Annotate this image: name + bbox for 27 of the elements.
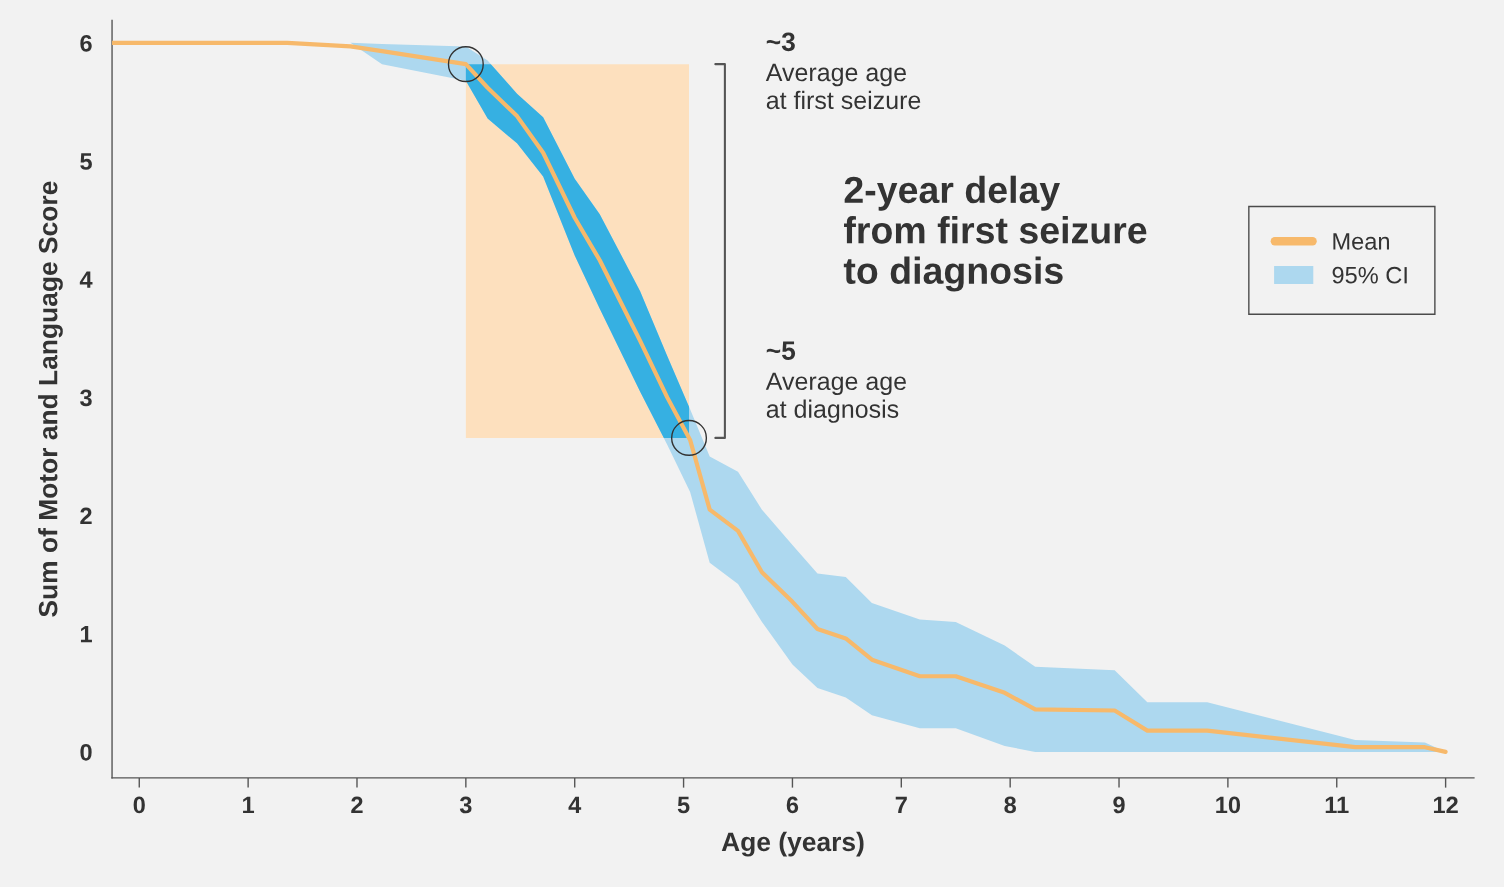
- x-tick-label: 9: [1113, 796, 1125, 814]
- y-tick-label: 0: [80, 743, 92, 761]
- y-axis-title: Sum of Motor and Language Score: [38, 181, 63, 617]
- y-tick-label: 4: [79, 271, 93, 288]
- y-tick-label: 3: [80, 389, 92, 407]
- x-tick-label: 7: [895, 796, 907, 814]
- x-tick-label: 2: [351, 796, 363, 814]
- x-tick-label: 1: [243, 796, 255, 814]
- x-tick-label: 10: [1216, 796, 1241, 814]
- x-tick-label: 5: [677, 796, 690, 814]
- annotation: ~3 Average age at first seizure: [765, 32, 921, 110]
- x-tick-label: 0: [133, 796, 145, 814]
- y-tick-label: 6: [80, 34, 92, 52]
- y-tick-label: 5: [80, 153, 92, 170]
- legend-label: Mean: [1333, 233, 1390, 250]
- x-tick-label: 8: [1004, 796, 1017, 814]
- x-axis-title: Age (years): [721, 831, 864, 857]
- legend-label: 95% CI: [1332, 266, 1407, 284]
- x-tick-label: 12: [1433, 796, 1458, 814]
- x-tick-label: 4: [568, 796, 582, 814]
- x-tick-label: 6: [786, 796, 799, 814]
- annotation: ~5 Average age at diagnosis: [765, 341, 906, 423]
- annotation: 2-year delay from first seizure to diagnosis: [843, 175, 1147, 292]
- y-tick-label: 1: [80, 626, 92, 643]
- x-tick-label: 3: [459, 796, 472, 814]
- x-tick-label: 11: [1325, 796, 1349, 814]
- y-tick-label: 2: [80, 507, 92, 525]
